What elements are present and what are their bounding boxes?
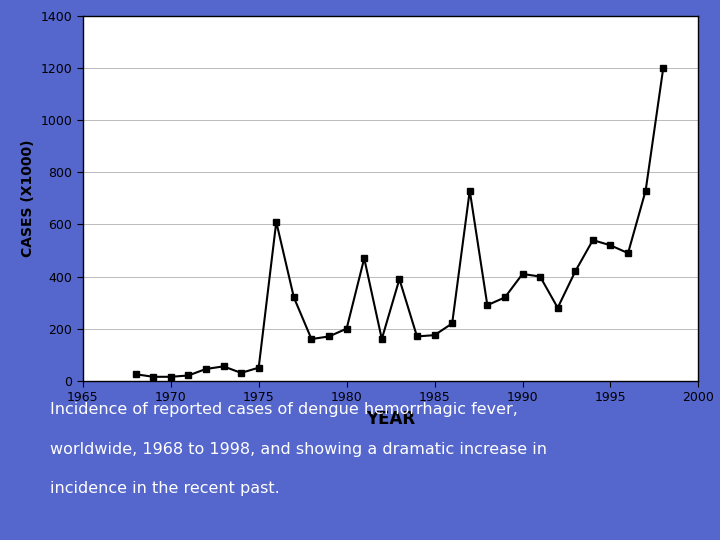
Y-axis label: CASES (X1000): CASES (X1000) <box>21 140 35 257</box>
Text: incidence in the recent past.: incidence in the recent past. <box>50 481 280 496</box>
Text: worldwide, 1968 to 1998, and showing a dramatic increase in: worldwide, 1968 to 1998, and showing a d… <box>50 442 547 457</box>
Text: Incidence of reported cases of dengue hemorrhagic fever,: Incidence of reported cases of dengue he… <box>50 402 518 417</box>
X-axis label: YEAR: YEAR <box>366 410 415 428</box>
